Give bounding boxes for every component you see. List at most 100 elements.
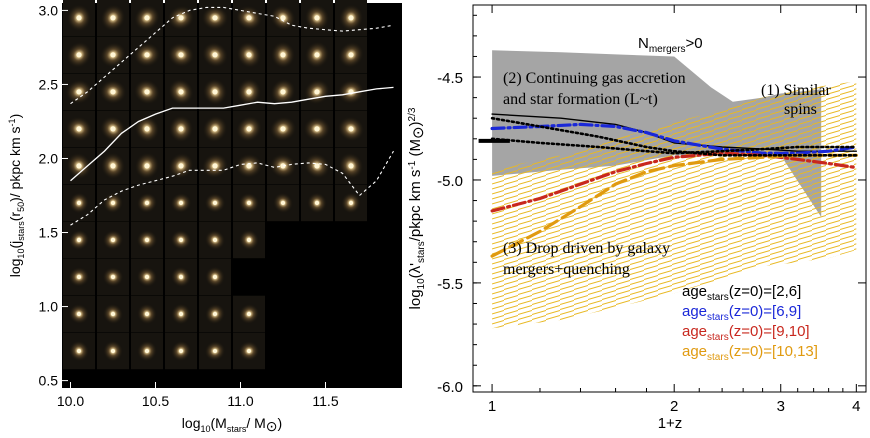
galaxy-core bbox=[76, 163, 82, 169]
series-line-2 bbox=[490, 151, 858, 213]
galaxy-core bbox=[178, 348, 184, 354]
galaxy-core bbox=[76, 89, 82, 95]
annotation-3-line-2: mergers+quenching bbox=[503, 261, 630, 278]
legend-entry-age-2-6: agestars(z=0)=[2,6] bbox=[682, 283, 801, 303]
galaxy-core bbox=[76, 52, 82, 58]
annotation-2-line-1: (2) Continuing gas accretion bbox=[503, 70, 686, 87]
galaxy-core bbox=[314, 126, 320, 132]
left-y-tick-label: 1.5 bbox=[39, 225, 59, 241]
right-x-axis-label: 1+z bbox=[658, 415, 683, 432]
left-x-tick-label: 10.0 bbox=[57, 393, 84, 409]
galaxy-core bbox=[144, 311, 150, 317]
left-y-tick-label: 1.0 bbox=[39, 299, 59, 315]
galaxy-core bbox=[178, 274, 184, 280]
galaxy-core bbox=[178, 200, 184, 206]
galaxy-core bbox=[144, 200, 150, 206]
galaxy-core bbox=[178, 237, 184, 243]
galaxy-core bbox=[212, 52, 218, 58]
galaxy-core bbox=[348, 126, 354, 132]
galaxy-core bbox=[246, 15, 252, 21]
left-panel: 10.0 10.5 11.0 11.5 0.5 1.0 1.5 2.0 2.5 3.0 log10… bbox=[7, 0, 402, 434]
galaxy-core bbox=[212, 15, 218, 21]
galaxy-core bbox=[246, 200, 252, 206]
galaxy-core bbox=[110, 348, 116, 354]
left-x-tick-label: 11.0 bbox=[227, 393, 253, 409]
right-x-tick-label: 3 bbox=[777, 398, 785, 415]
series-line-4 bbox=[490, 137, 858, 155]
galaxy-core bbox=[110, 15, 116, 21]
galaxy-image-grid bbox=[63, 0, 367, 370]
left-y-tick-label: 3.0 bbox=[39, 2, 59, 18]
galaxy-core bbox=[144, 89, 150, 95]
galaxy-core bbox=[246, 311, 252, 317]
galaxy-core bbox=[144, 126, 150, 132]
galaxy-core bbox=[110, 237, 116, 243]
galaxy-core bbox=[144, 52, 150, 58]
galaxy-core bbox=[246, 237, 252, 243]
galaxy-core bbox=[144, 163, 150, 169]
median-line bbox=[70, 86, 394, 182]
galaxy-core bbox=[314, 200, 320, 206]
right-plot-frame bbox=[472, 4, 867, 393]
galaxy-core bbox=[178, 311, 184, 317]
galaxy-core bbox=[76, 200, 82, 206]
right-y-axis-label: log10(λ'stars/pkpc km s-1 (M⊙)2/3 bbox=[407, 107, 427, 309]
legend-entry-age-6-9: agestars(z=0)=[6,9] bbox=[682, 303, 801, 323]
series-line-5 bbox=[490, 116, 858, 157]
galaxy-core bbox=[110, 126, 116, 132]
right-x-tick-label: 4 bbox=[852, 398, 860, 415]
galaxy-core bbox=[76, 237, 82, 243]
galaxy-core bbox=[76, 348, 82, 354]
galaxy-core bbox=[280, 15, 286, 21]
galaxy-core bbox=[212, 311, 218, 317]
annotation-3: (3) Drop driven by galaxy mergers+quench… bbox=[503, 240, 670, 278]
right-panel-title: Nmergers>0 bbox=[638, 35, 703, 55]
left-y-tick-label: 2.5 bbox=[39, 76, 59, 92]
galaxy-core bbox=[212, 89, 218, 95]
galaxy-core bbox=[110, 89, 116, 95]
left-y-tick-label: 2.0 bbox=[39, 150, 59, 166]
galaxy-core bbox=[178, 89, 184, 95]
left-x-tick-label: 10.5 bbox=[142, 393, 169, 409]
galaxy-core bbox=[144, 274, 150, 280]
galaxy-core bbox=[110, 52, 116, 58]
galaxy-core bbox=[246, 163, 252, 169]
right-y-tick-label: -5.0 bbox=[437, 173, 463, 190]
galaxy-core bbox=[280, 126, 286, 132]
left-y-axis-label: log10(jstars(r50)/ pkpc km s-1) bbox=[7, 114, 26, 278]
galaxy-core bbox=[280, 89, 286, 95]
galaxy-core bbox=[314, 15, 320, 21]
galaxy-core bbox=[178, 52, 184, 58]
galaxy-core bbox=[110, 274, 116, 280]
galaxy-core bbox=[212, 348, 218, 354]
galaxy-core bbox=[178, 126, 184, 132]
left-trend-lines bbox=[70, 6, 394, 226]
galaxy-core bbox=[246, 126, 252, 132]
galaxy-core bbox=[212, 237, 218, 243]
annotation-3-line-1: (3) Drop driven by galaxy bbox=[503, 240, 670, 257]
right-panel: 1 2 3 4 -4.5 -5.0 -5.5 -6.0 Nmergers>0 (2) Cont… bbox=[407, 4, 867, 432]
galaxy-core bbox=[246, 89, 252, 95]
annotation-1-line-2: spins bbox=[784, 101, 817, 118]
galaxy-core bbox=[280, 200, 286, 206]
upper-percentile-line bbox=[70, 6, 394, 105]
galaxy-core bbox=[144, 15, 150, 21]
galaxy-core bbox=[178, 163, 184, 169]
galaxy-core bbox=[246, 52, 252, 58]
annotation-2-line-2: and star formation (L~t) bbox=[503, 91, 658, 108]
galaxy-core bbox=[314, 163, 320, 169]
right-y-tick-label: -6.0 bbox=[437, 379, 463, 396]
galaxy-core bbox=[144, 237, 150, 243]
right-y-tick-label: -5.5 bbox=[437, 276, 463, 293]
left-x-tick-label: 11.5 bbox=[312, 393, 338, 409]
galaxy-core bbox=[76, 15, 82, 21]
galaxy-core bbox=[348, 15, 354, 21]
galaxy-core bbox=[348, 52, 354, 58]
left-y-tick-label: 0.5 bbox=[39, 373, 59, 389]
galaxy-core bbox=[76, 126, 82, 132]
galaxy-core bbox=[314, 52, 320, 58]
galaxy-core bbox=[280, 52, 286, 58]
galaxy-core bbox=[212, 274, 218, 280]
right-x-tick-label: 1 bbox=[488, 398, 496, 415]
